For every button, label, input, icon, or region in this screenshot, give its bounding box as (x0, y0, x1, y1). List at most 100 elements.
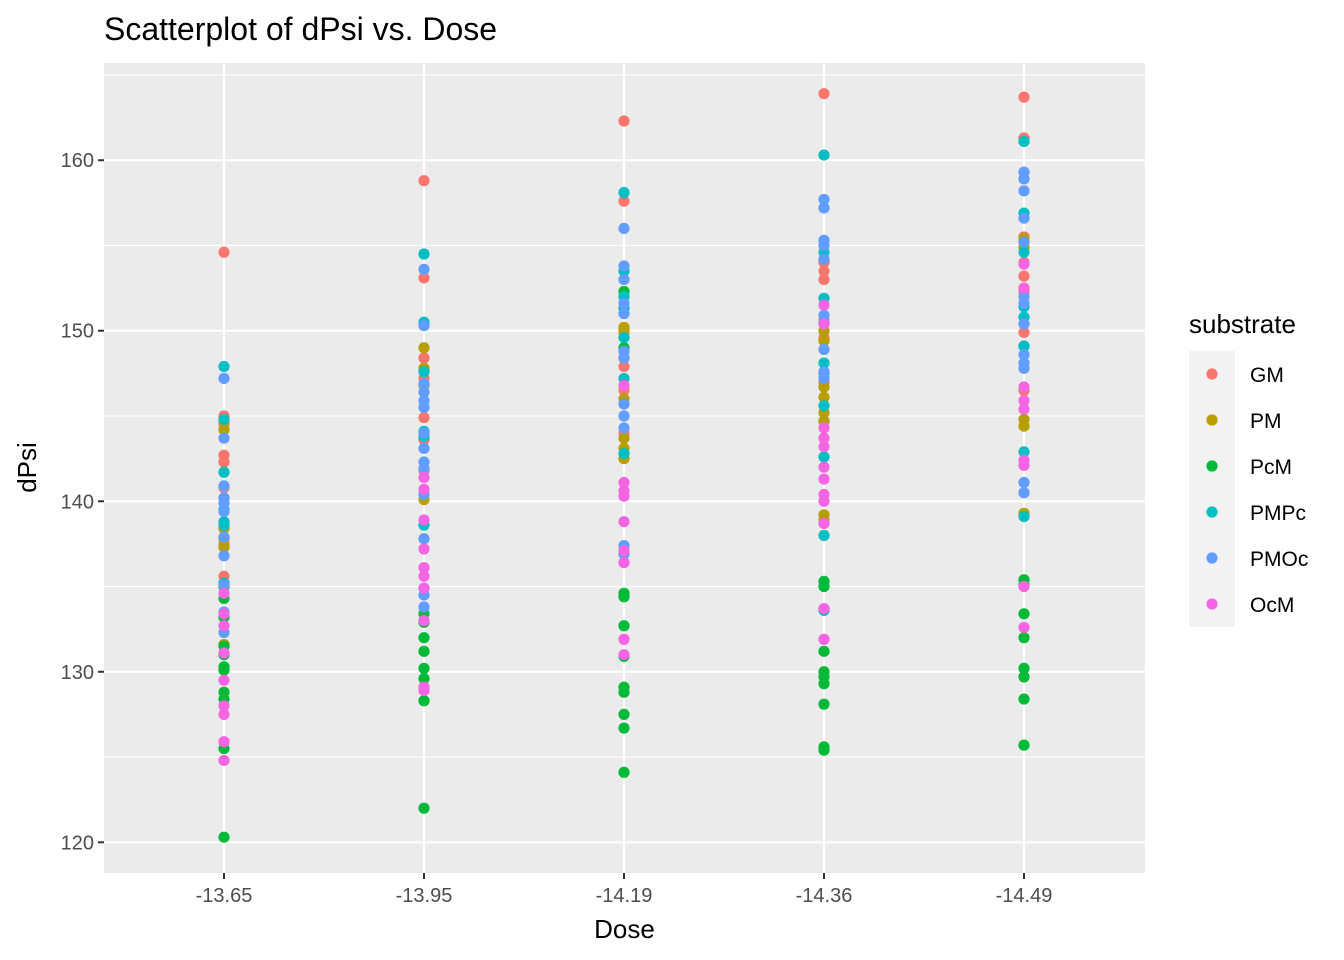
data-point (818, 473, 830, 485)
data-point (218, 700, 230, 712)
data-point (218, 413, 230, 425)
legend-item-gm: GM (1206, 364, 1284, 387)
legend-marker (1206, 460, 1218, 472)
data-point (218, 754, 230, 767)
data-point (618, 649, 630, 661)
data-point (418, 175, 430, 187)
data-point (218, 246, 230, 258)
data-point (1018, 236, 1030, 248)
data-point (418, 386, 430, 398)
legend-label: OcM (1250, 594, 1294, 617)
data-point (818, 193, 830, 206)
legend-item-pmoc: PMOc (1206, 548, 1308, 571)
data-point (418, 802, 430, 814)
data-point (1018, 459, 1030, 472)
data-point (1018, 510, 1030, 523)
series-pm (218, 233, 1030, 651)
x-tick-label: -14.36 (796, 885, 853, 907)
data-point (418, 263, 430, 275)
data-point (1018, 476, 1030, 489)
data-point (618, 620, 630, 632)
data-point (1018, 420, 1030, 432)
data-point (1018, 91, 1030, 103)
data-point (1018, 258, 1030, 270)
data-point (418, 427, 430, 439)
data-point (418, 483, 430, 495)
data-point (218, 456, 230, 468)
data-point (218, 708, 230, 721)
data-point (618, 222, 630, 235)
data-point (618, 195, 630, 207)
data-point (418, 543, 430, 555)
data-point (818, 698, 830, 710)
data-point (818, 343, 830, 356)
data-point (818, 422, 830, 434)
legend: substrate GM PM PcM PMPc PMOc OcM (1189, 309, 1308, 627)
data-point (418, 377, 430, 390)
data-point (1018, 185, 1030, 197)
data-point (818, 202, 830, 214)
legend-label: PMPc (1250, 502, 1306, 525)
data-point (1018, 662, 1030, 674)
data-point (618, 352, 630, 364)
data-point (218, 736, 230, 748)
x-tick-label: -14.19 (596, 885, 653, 907)
x-tick-label: -13.65 (196, 885, 253, 907)
data-point (418, 463, 430, 475)
data-point (818, 461, 830, 473)
data-point (418, 342, 430, 354)
data-point (1018, 671, 1030, 683)
data-point (218, 541, 230, 553)
data-point (618, 516, 630, 528)
data-point (618, 115, 630, 127)
data-point (418, 248, 430, 260)
data-point (218, 432, 230, 444)
data-point (1018, 580, 1030, 593)
data-point (818, 400, 830, 412)
legend-marker (1206, 598, 1218, 610)
data-point (1018, 270, 1030, 282)
data-point (618, 187, 630, 199)
series-ocm (218, 258, 1030, 767)
legend-marker (1206, 414, 1218, 426)
legend-title: substrate (1189, 309, 1296, 339)
data-point (818, 451, 830, 463)
data-point (218, 620, 230, 632)
data-point (1018, 297, 1030, 310)
data-point (618, 766, 630, 778)
data-point (818, 580, 830, 593)
x-axis: -13.65 -13.95 -14.19 -14.36 -14.49 (196, 873, 1052, 907)
legend-item-ocm: OcM (1206, 594, 1294, 617)
data-point (218, 519, 230, 531)
data-point (618, 432, 630, 444)
data-point (818, 517, 830, 530)
data-point (218, 497, 230, 509)
data-point (218, 587, 230, 599)
data-point (818, 645, 830, 657)
legend-item-pmpc: PMPc (1206, 502, 1306, 525)
chart-title: Scatterplot of dPsi vs. Dose (104, 11, 497, 47)
data-point (818, 381, 830, 393)
data-point (218, 608, 230, 620)
data-point (218, 579, 230, 591)
data-point (418, 582, 430, 594)
data-point (1018, 739, 1030, 751)
data-point (618, 545, 630, 557)
data-point (618, 722, 630, 734)
data-point (1018, 381, 1030, 393)
data-point (418, 471, 430, 483)
data-point (618, 591, 630, 603)
y-tick-label: 130 (61, 662, 94, 684)
data-point (218, 674, 230, 686)
data-point (818, 318, 830, 330)
data-point (618, 273, 630, 286)
legend-items: GM PM PcM PMPc PMOc OcM (1206, 364, 1308, 617)
data-point (618, 360, 630, 373)
data-point (818, 253, 830, 265)
data-point (618, 447, 630, 460)
data-point (1018, 349, 1030, 361)
data-point (618, 686, 630, 698)
data-point (818, 273, 830, 286)
y-tick-label: 160 (61, 150, 94, 172)
